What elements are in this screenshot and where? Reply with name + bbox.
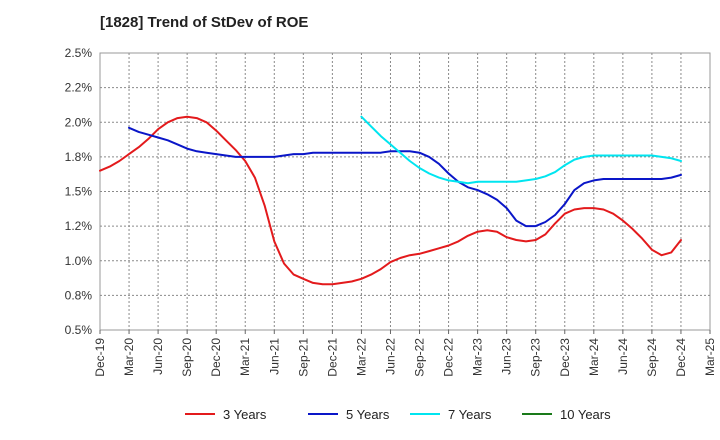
y-tick-label: 2.2% xyxy=(65,81,93,95)
x-tick-label: Jun-24 xyxy=(616,338,630,375)
axes: 0.5% 0.8% 1.0% 1.2% 1.5% 1.8% 2.0% 2.2% 2.5% Dec-… xyxy=(65,46,717,377)
x-tick-label: Dec-23 xyxy=(558,338,572,377)
legend-label: 10 Years xyxy=(560,407,611,422)
x-tick-label: Mar-20 xyxy=(122,338,136,376)
y-tick-label: 1.0% xyxy=(65,254,93,268)
x-tick-label: Dec-20 xyxy=(209,338,223,377)
y-tick-label: 0.8% xyxy=(65,288,93,302)
legend-label: 7 Years xyxy=(448,407,492,422)
x-tick-label: Mar-23 xyxy=(471,338,485,376)
x-tick-label: Jun-21 xyxy=(267,338,281,375)
x-tick-label: Mar-25 xyxy=(703,338,717,376)
y-tick-label: 0.5% xyxy=(65,323,93,337)
x-tick-label: Sep-20 xyxy=(180,338,194,377)
y-tick-label: 2.0% xyxy=(65,115,93,129)
x-tick-label: Sep-24 xyxy=(645,338,659,377)
legend-label: 5 Years xyxy=(346,407,390,422)
series-lines xyxy=(99,115,682,286)
x-tick-label: Dec-19 xyxy=(93,338,107,377)
x-tick-label: Dec-21 xyxy=(325,338,339,377)
legend-label: 3 Years xyxy=(223,407,267,422)
y-tick-label: 1.5% xyxy=(65,185,93,199)
x-tick-label: Mar-22 xyxy=(354,338,368,376)
x-tick-label: Jun-20 xyxy=(151,338,165,375)
x-tick-label: Sep-22 xyxy=(413,338,427,377)
chart-title: [1828] Trend of StDev of ROE xyxy=(100,14,309,31)
series-line-7-years xyxy=(360,115,682,185)
y-tick-label: 2.5% xyxy=(65,46,93,60)
y-tick-label: 1.8% xyxy=(65,150,93,164)
grid xyxy=(99,52,711,331)
series-line-5-years xyxy=(128,126,682,228)
x-tick-label: Jun-22 xyxy=(383,338,397,375)
legend: 3 Years 5 Years 7 Years 10 Years xyxy=(185,407,611,422)
series-line-3-years xyxy=(99,115,682,286)
y-tick-label: 1.2% xyxy=(65,219,93,233)
x-tick-label: Dec-22 xyxy=(442,338,456,377)
x-tick-label: Mar-21 xyxy=(238,338,252,376)
x-tick-label: Jun-23 xyxy=(500,338,514,375)
x-tick-label: Sep-23 xyxy=(529,338,543,377)
x-tick-label: Dec-24 xyxy=(674,338,688,377)
x-tick-label: Mar-24 xyxy=(587,338,601,376)
x-tick-label: Sep-21 xyxy=(296,338,310,377)
